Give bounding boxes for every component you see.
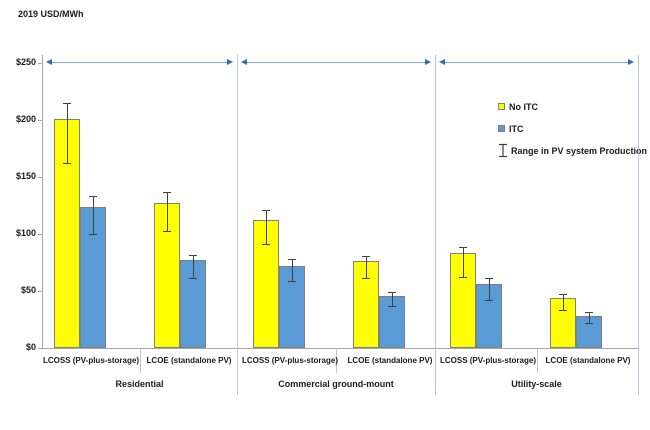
error-bar-cap — [362, 278, 370, 280]
error-bar-cap — [63, 102, 71, 104]
arrow-right-icon — [628, 59, 634, 65]
error-bar — [193, 254, 194, 279]
error-bar-cap — [189, 278, 197, 280]
error-bar-cap — [63, 163, 71, 165]
error-bar-cap — [89, 196, 97, 198]
arrow-left-icon — [46, 59, 52, 65]
legend-label: No ITC — [509, 101, 538, 112]
error-bar — [589, 311, 590, 323]
error-bar-cap — [362, 255, 370, 257]
arrow-left-icon — [241, 59, 247, 65]
bar-itc — [180, 260, 206, 348]
y-tick-label: $250 — [15, 57, 36, 67]
error-bar-cap — [585, 311, 593, 313]
error-bar-cap — [559, 294, 567, 296]
group-label: Commercial ground-mount — [278, 379, 394, 389]
legend-label: Range in PV system Production — [511, 145, 648, 156]
itc-swatch-icon — [498, 125, 505, 132]
error-bar-cap — [262, 244, 270, 246]
error-bar — [563, 294, 564, 311]
error-bar-cap — [388, 305, 396, 307]
error-bar-cap — [163, 191, 171, 193]
y-tick — [38, 291, 42, 292]
error-bar-cap — [459, 246, 467, 248]
error-bar-cap — [485, 278, 493, 280]
category-label: LCOE (standalone PV) — [545, 356, 631, 365]
legend: No ITC ITC Range in PV system Production — [498, 100, 647, 166]
error-bar-cap — [485, 300, 493, 302]
y-tick-label: $100 — [15, 228, 36, 238]
section-divider — [237, 55, 238, 395]
y-tick-label: $0 — [25, 342, 36, 352]
y-tick-label: $50 — [20, 285, 36, 295]
legend-item-no-itc: No ITC — [498, 100, 647, 113]
error-bar — [93, 196, 94, 234]
error-bar-cap — [163, 230, 171, 232]
error-bar — [489, 278, 490, 301]
range-arrow-line — [444, 62, 629, 63]
error-bar — [392, 292, 393, 306]
error-bar-cap — [288, 280, 296, 282]
legend-item-range: Range in PV system Production — [498, 143, 648, 158]
error-bar — [167, 191, 168, 231]
arrow-right-icon — [425, 59, 431, 65]
bar-no-itc — [154, 203, 180, 348]
y-tick — [38, 348, 42, 349]
error-bar — [463, 246, 464, 278]
section-divider — [638, 55, 639, 395]
error-bar — [266, 210, 267, 245]
y-tick — [38, 234, 42, 235]
y-axis — [42, 55, 43, 348]
error-bar-cap — [189, 254, 197, 256]
y-tick — [38, 177, 42, 178]
category-label: LCOSS (PV-plus-storage) — [439, 356, 536, 365]
group-label: Utility-scale — [511, 379, 562, 389]
y-tick — [38, 120, 42, 121]
y-tick-label: $200 — [15, 114, 36, 124]
category-label: LCOE (standalone PV) — [347, 356, 433, 365]
error-bar-cap — [388, 292, 396, 294]
category-separator-tick — [536, 348, 538, 373]
error-bar-cap — [585, 322, 593, 324]
category-label: LCOE (standalone PV) — [146, 356, 232, 365]
error-bar-icon — [499, 143, 507, 158]
y-tick — [38, 63, 42, 64]
group-label: Residential — [115, 379, 164, 389]
error-bar — [366, 255, 367, 279]
legend-item-itc: ITC — [498, 122, 647, 135]
error-bar — [292, 259, 293, 281]
axis-unit-label: 2019 USD/MWh — [18, 9, 84, 19]
category-separator-tick — [139, 348, 141, 373]
category-label: LCOSS (PV-plus-storage) — [241, 356, 338, 365]
legend-label: ITC — [509, 123, 524, 134]
error-bar-cap — [459, 277, 467, 279]
range-arrow-line — [51, 62, 228, 63]
arrow-right-icon — [227, 59, 233, 65]
y-tick-label: $150 — [15, 171, 36, 181]
no-itc-swatch-icon — [498, 103, 505, 110]
error-bar-cap — [288, 259, 296, 261]
error-bar-cap — [559, 310, 567, 312]
error-bar — [67, 102, 68, 164]
section-divider — [435, 55, 436, 395]
x-axis — [42, 348, 638, 349]
range-arrow-line — [246, 62, 426, 63]
error-bar-cap — [262, 210, 270, 212]
arrow-left-icon — [439, 59, 445, 65]
error-bar-cap — [89, 234, 97, 235]
category-label: LCOSS (PV-plus-storage) — [42, 356, 139, 365]
category-separator-tick — [336, 348, 337, 373]
